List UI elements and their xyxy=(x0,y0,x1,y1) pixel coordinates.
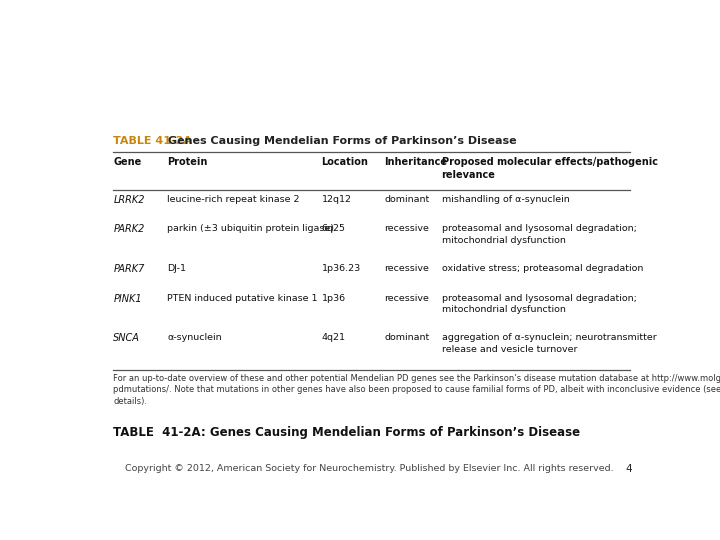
Text: 1p36: 1p36 xyxy=(322,294,346,303)
Text: proteasomal and lysosomal degradation;
mitochondrial dysfunction: proteasomal and lysosomal degradation; m… xyxy=(441,294,636,314)
Text: recessive: recessive xyxy=(384,294,430,303)
Text: PTEN induced putative kinase 1: PTEN induced putative kinase 1 xyxy=(167,294,318,303)
Text: 4q21: 4q21 xyxy=(322,333,346,342)
Text: PARK7: PARK7 xyxy=(114,264,145,274)
Text: recessive: recessive xyxy=(384,225,430,233)
Text: Copyright © 2012, American Society for Neurochemistry. Published by Elsevier Inc: Copyright © 2012, American Society for N… xyxy=(125,464,613,473)
Text: PINK1: PINK1 xyxy=(114,294,142,304)
Text: parkin (±3 ubiquitin protein ligase): parkin (±3 ubiquitin protein ligase) xyxy=(167,225,334,233)
Text: Protein: Protein xyxy=(167,157,207,167)
Text: 6q25: 6q25 xyxy=(322,225,346,233)
Text: aggregation of α-synuclein; neurotransmitter
release and vesicle turnover: aggregation of α-synuclein; neurotransmi… xyxy=(441,333,657,354)
Text: dominant: dominant xyxy=(384,194,430,204)
Text: TABLE 41-2A: TABLE 41-2A xyxy=(114,136,192,146)
Text: proteasomal and lysosomal degradation;
mitochondrial dysfunction: proteasomal and lysosomal degradation; m… xyxy=(441,225,636,245)
Text: 4: 4 xyxy=(626,464,632,474)
Text: PARK2: PARK2 xyxy=(114,225,145,234)
Text: SNCA: SNCA xyxy=(114,333,140,343)
Text: Inheritance: Inheritance xyxy=(384,157,448,167)
Text: DJ-1: DJ-1 xyxy=(167,264,186,273)
Text: LRRK2: LRRK2 xyxy=(114,194,145,205)
Text: α-synuclein: α-synuclein xyxy=(167,333,222,342)
Text: For an up-to-date overview of these and other potential Mendelian PD genes see t: For an up-to-date overview of these and … xyxy=(114,374,720,406)
Text: Genes Causing Mendelian Forms of Parkinson’s Disease: Genes Causing Mendelian Forms of Parkins… xyxy=(168,136,517,146)
Text: Gene: Gene xyxy=(114,157,142,167)
Text: recessive: recessive xyxy=(384,264,430,273)
Text: leucine-rich repeat kinase 2: leucine-rich repeat kinase 2 xyxy=(167,194,300,204)
Text: 1p36.23: 1p36.23 xyxy=(322,264,361,273)
Text: Location: Location xyxy=(322,157,369,167)
Text: Proposed molecular effects/pathogenic
relevance: Proposed molecular effects/pathogenic re… xyxy=(441,157,657,179)
Text: oxidative stress; proteasomal degradation: oxidative stress; proteasomal degradatio… xyxy=(441,264,643,273)
Text: dominant: dominant xyxy=(384,333,430,342)
Text: 12q12: 12q12 xyxy=(322,194,351,204)
Text: TABLE  41-2A: Genes Causing Mendelian Forms of Parkinson’s Disease: TABLE 41-2A: Genes Causing Mendelian For… xyxy=(114,426,580,438)
Text: mishandling of α-synuclein: mishandling of α-synuclein xyxy=(441,194,570,204)
